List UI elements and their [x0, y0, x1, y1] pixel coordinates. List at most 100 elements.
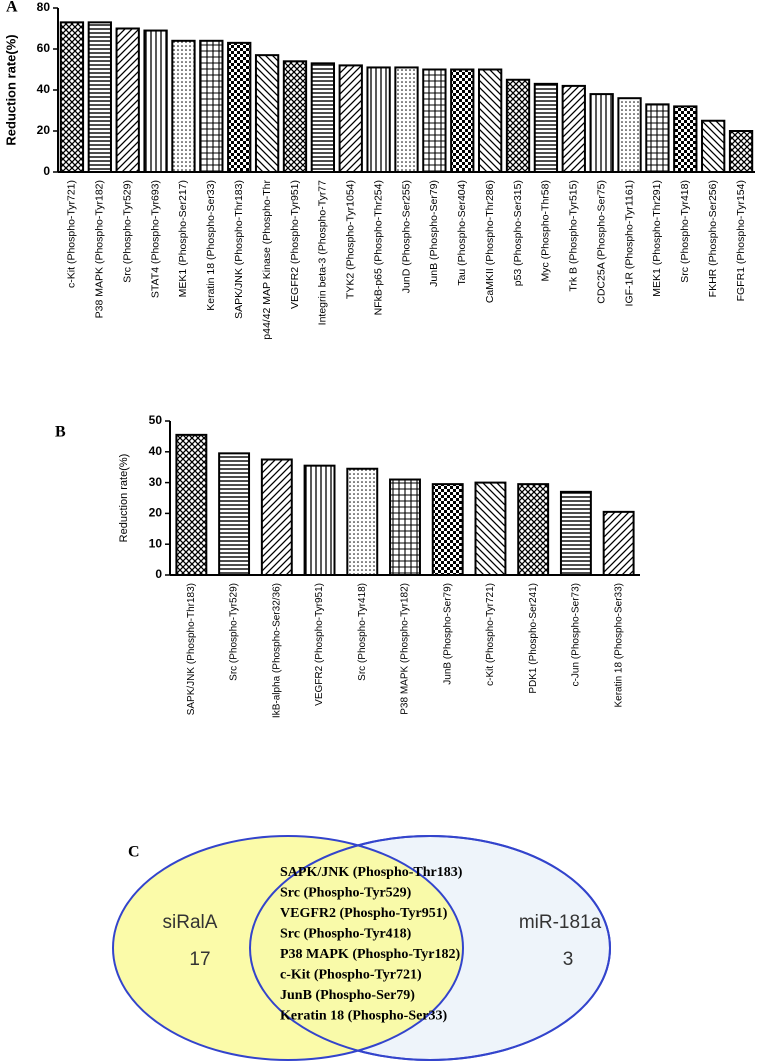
bar [346, 467, 379, 576]
x-tick-label: CDC25A (Phospho-Ser75) [595, 180, 607, 304]
x-tick-label: JunB (Phospho-Ser79) [428, 180, 440, 287]
x-tick-label: IkB-alpha (Phospho-Ser32/36) [271, 583, 282, 718]
intersection-item: Keratin 18 (Phospho-Ser33) [280, 1009, 448, 1024]
bar [260, 458, 293, 576]
bar [728, 130, 754, 173]
panel-label: A [6, 0, 18, 16]
set-name: miR-181a [519, 912, 602, 933]
bar [227, 41, 252, 173]
y-tick-label: 20 [37, 123, 51, 137]
x-tick-label: Trk B (Phospho-Tyr515) [568, 180, 580, 292]
y-tick-label: 0 [43, 164, 50, 178]
x-tick-label: c-Kit (Phospho-Tyr721) [485, 583, 496, 686]
x-tick-label: TYK2 (Phospho-Tyr1054) [345, 180, 357, 299]
bar [59, 21, 85, 173]
x-tick-label: IGF-1R (Phospho-Tyr1161) [623, 180, 635, 306]
bar [175, 433, 208, 576]
bar [366, 66, 391, 173]
bar [474, 481, 507, 577]
x-tick-label: FGFR1 (Phospho-Tyr154) [735, 180, 747, 301]
intersection-item: Src (Phospho-Tyr529) [280, 886, 412, 901]
y-tick-label: 30 [149, 475, 163, 489]
y-tick-label: 40 [149, 444, 163, 458]
y-axis-label: Reduction rate(%) [118, 454, 130, 543]
bar [645, 103, 670, 173]
x-tick-label: Keratin 18 (Phospho-Ser33) [613, 583, 624, 708]
x-tick-label: SAPK/JNK (Phospho-Thr183) [233, 180, 245, 319]
x-tick-label: MEK1 (Phospho-Ser217) [177, 180, 189, 297]
bar [282, 60, 308, 173]
bar [394, 66, 419, 173]
y-tick-label: 60 [37, 41, 51, 55]
y-tick-label: 40 [37, 82, 51, 96]
bar [143, 29, 168, 173]
intersection-item: P38 MAPK (Phospho-Tyr182) [280, 947, 461, 962]
intersection-item: JunB (Phospho-Ser79) [280, 988, 415, 1003]
x-tick-label: Src (Phospho-Tyr529) [229, 583, 240, 681]
x-tick-label: Myc (Phospho-Thr58) [540, 180, 552, 282]
x-tick-label: P38 MAPK (Phospho-Tyr182) [400, 583, 411, 715]
set-count: 17 [189, 949, 210, 970]
intersection-item: c-Kit (Phospho-Tyr721) [280, 968, 422, 983]
bar [389, 478, 421, 576]
x-tick-label: p44/42 MAP Kinase (Phospho-Thr [261, 180, 273, 340]
x-tick-label: P38 MAPK (Phospho-Tyr182) [94, 180, 106, 318]
bar [87, 21, 112, 173]
set-outline [249, 835, 611, 1061]
bar [589, 93, 614, 173]
set-count: 3 [563, 949, 574, 970]
bar [254, 54, 280, 173]
x-tick-label: Src (Phospho-Tyr529) [121, 180, 133, 283]
x-tick-label: c-Kit (Phospho-Tyr721) [66, 180, 78, 288]
x-tick-label: SAPK/JNK (Phospho-Thr183) [186, 583, 197, 715]
bar [477, 68, 503, 173]
x-tick-label: Src (Phospho-Tyr418) [679, 180, 691, 283]
bar [701, 119, 726, 173]
bar [422, 68, 447, 173]
set-ellipse [112, 835, 464, 1061]
y-tick-label: 80 [37, 0, 51, 14]
bar [559, 490, 592, 576]
panel-label: B [55, 424, 66, 441]
bar [115, 27, 140, 173]
x-tick-label: FKHR (Phospho-Ser256) [707, 180, 719, 297]
y-tick-label: 20 [149, 506, 163, 520]
bar [561, 84, 586, 173]
bar [673, 105, 698, 173]
x-tick-label: STAT4 (Phospho-Tyr693) [149, 180, 161, 298]
y-tick-label: 0 [155, 567, 162, 581]
bar [431, 483, 464, 577]
x-tick-label: MEK1 (Phospho-Thr291) [651, 180, 663, 297]
panel-label: C [128, 844, 140, 861]
x-tick-label: Tau (Phospho-Ser404) [456, 180, 468, 286]
bar [310, 62, 336, 173]
intersection-item: VEGFR2 (Phospho-Tyr951) [280, 906, 448, 921]
x-tick-label: Integrin beta-3 (Phospho-Tyr77 [317, 180, 329, 325]
x-tick-label: JunB (Phospho-Ser79) [442, 583, 453, 685]
x-tick-label: Src (Phospho-Tyr418) [357, 583, 368, 681]
bar [533, 82, 559, 173]
bar [338, 64, 363, 173]
x-tick-label: NFkB-p65 (Phospho-Thr254) [372, 180, 384, 315]
bar [617, 97, 642, 173]
x-tick-label: p53 (Phospho-Ser315) [512, 180, 524, 286]
x-tick-label: VEGFR2 (Phospho-Tyr951) [289, 180, 301, 309]
bar [199, 39, 224, 173]
bar [602, 510, 635, 576]
intersection-item: SAPK/JNK (Phospho-Thr183) [280, 865, 463, 880]
bar [450, 68, 475, 173]
y-tick-label: 50 [149, 413, 163, 427]
x-tick-label: Keratin 18 (Phospho-Ser33) [205, 180, 217, 311]
bar [517, 483, 550, 577]
x-tick-label: PDK1 (Phospho-Ser241) [528, 583, 539, 694]
bar [505, 78, 531, 173]
y-axis-label: Reduction rate(%) [3, 34, 18, 145]
x-tick-label: c-Jun (Phospho-Ser73) [571, 583, 582, 686]
intersection-item: Src (Phospho-Tyr418) [280, 927, 412, 942]
x-tick-label: JunD (Phospho-Ser255) [400, 180, 412, 293]
bar [218, 452, 251, 576]
bar [303, 464, 336, 576]
x-tick-label: CaMKII (Phospho-Thr286) [484, 180, 496, 303]
